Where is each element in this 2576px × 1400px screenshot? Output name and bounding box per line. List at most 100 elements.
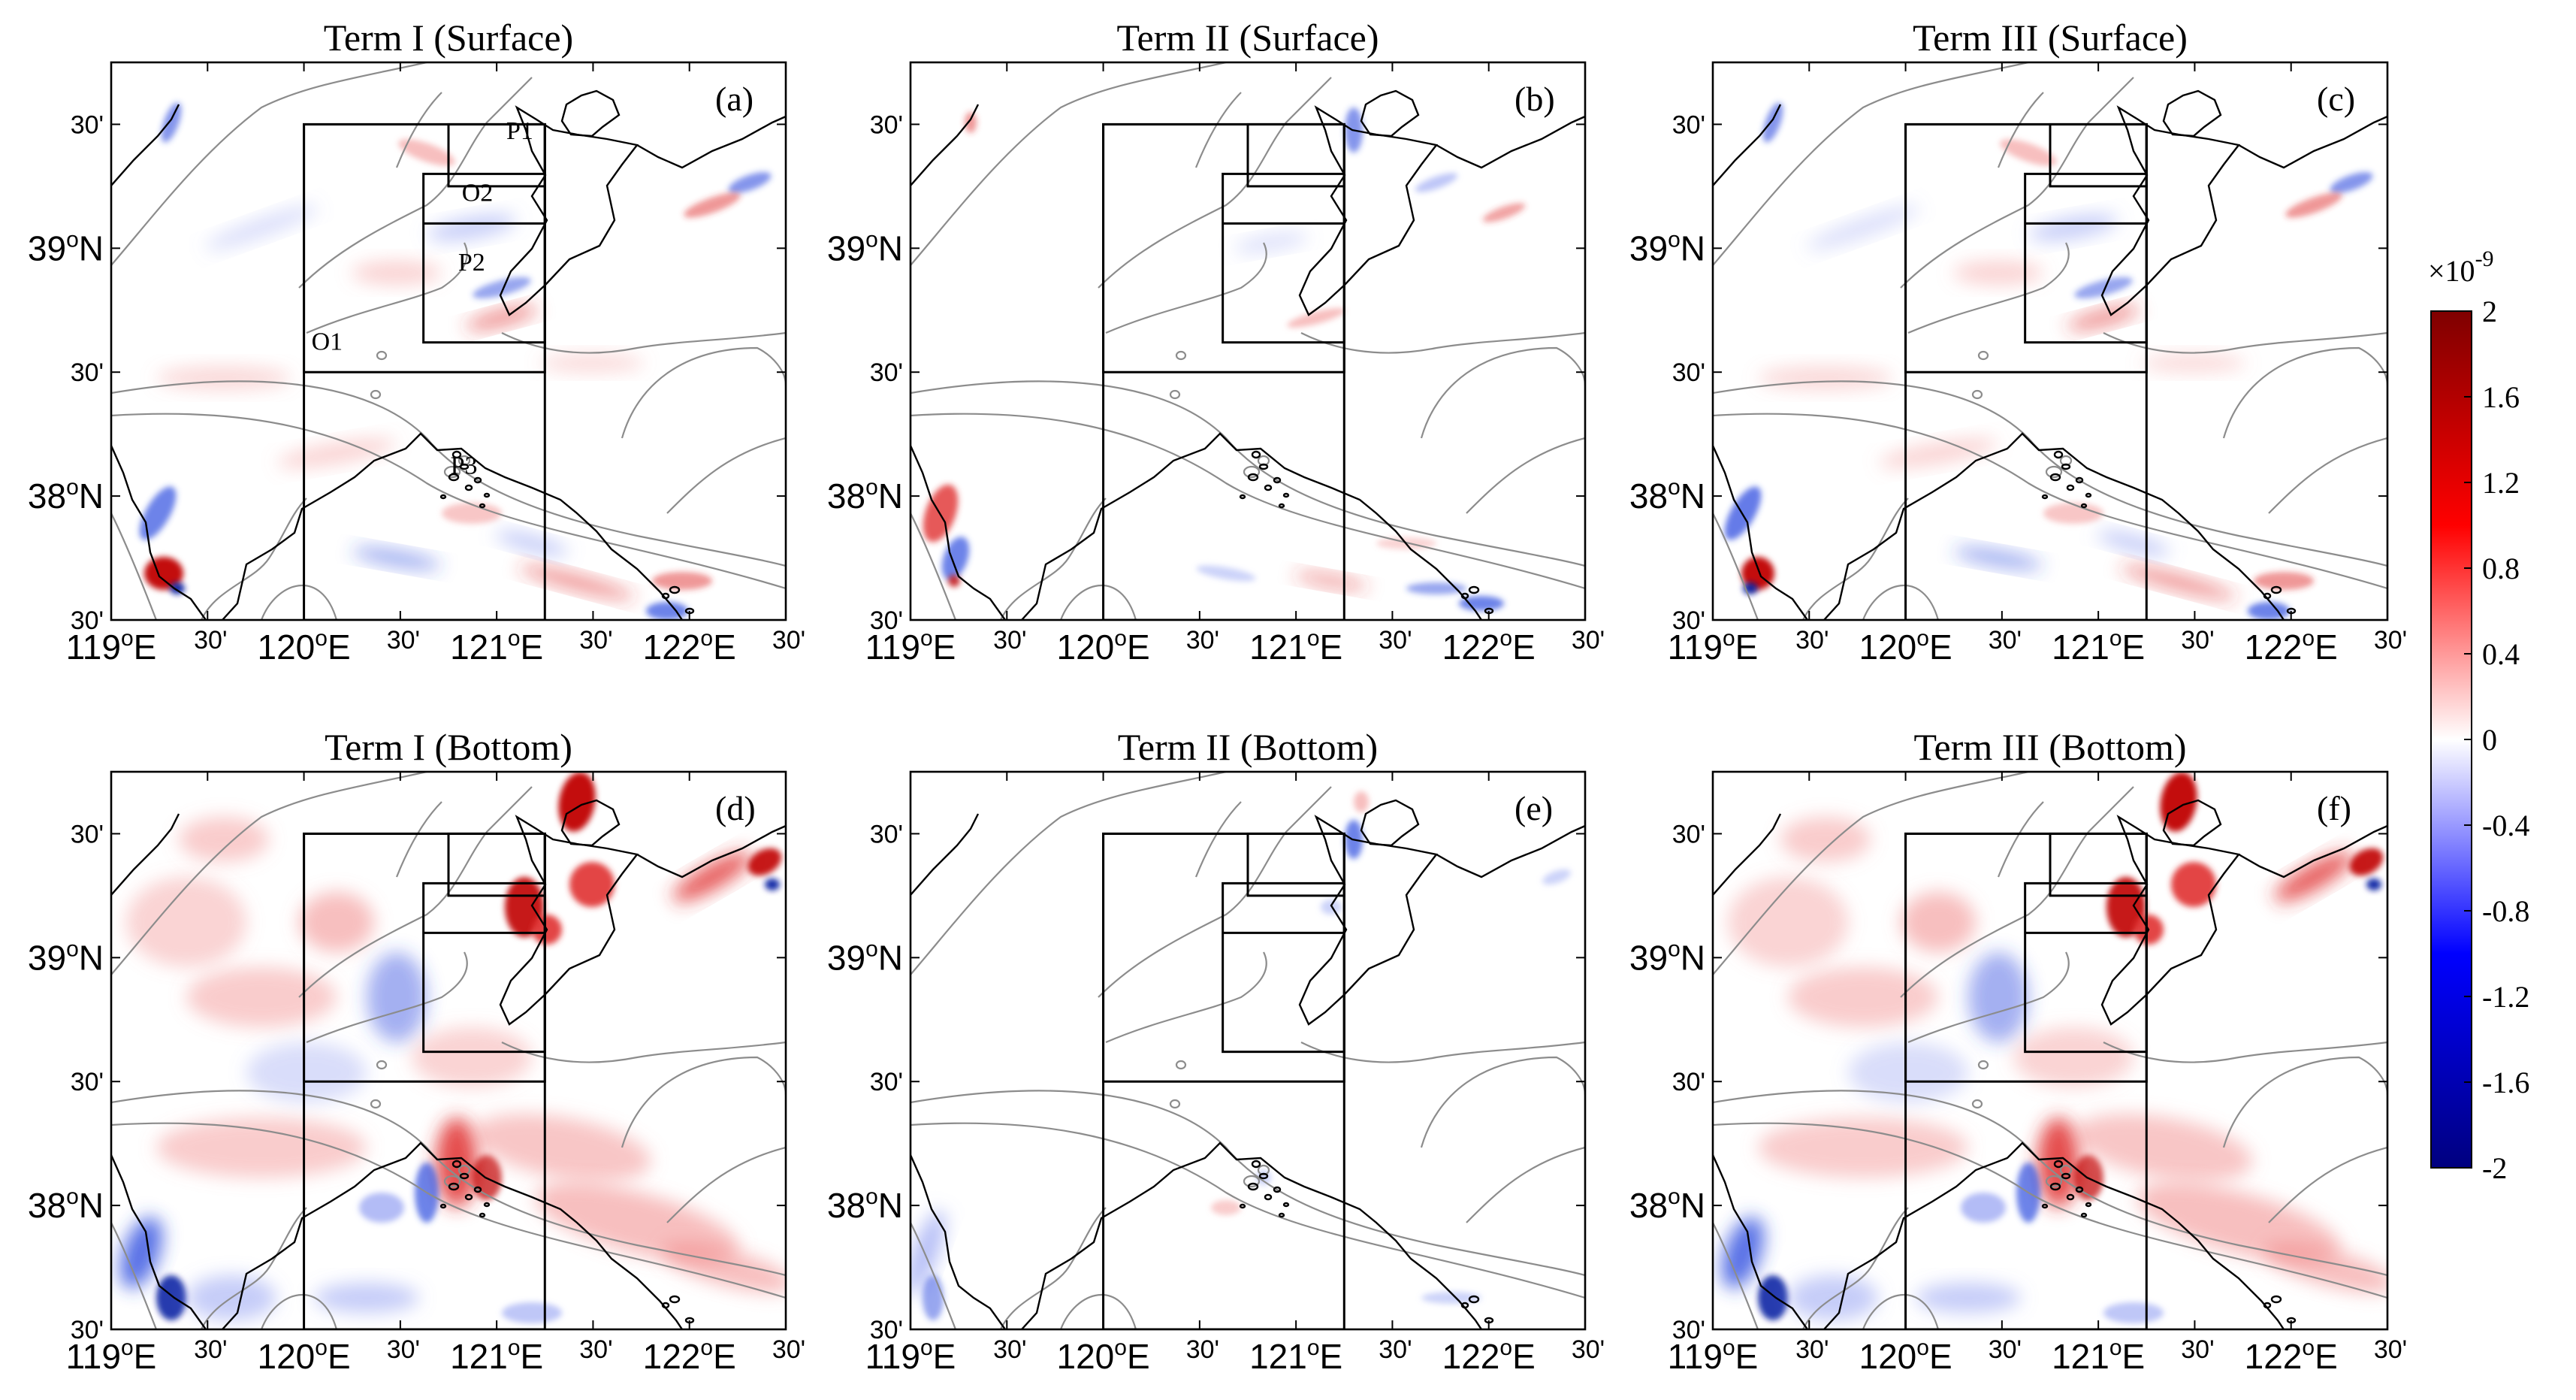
bathymetry-contours <box>1713 772 2387 1329</box>
anomaly-blob <box>473 277 531 299</box>
anomaly-field <box>119 772 786 1323</box>
colorbar-tick-label: 1.6 <box>2482 380 2520 414</box>
bathymetry-contour <box>2045 1175 2063 1188</box>
bathymetry-contours <box>111 772 786 1329</box>
anomaly-blob <box>1287 308 1345 328</box>
anomaly-blob <box>1780 817 1871 862</box>
x-tick-label: 122oE <box>643 1335 736 1376</box>
y-tick-label: 30' <box>1672 1316 1705 1344</box>
y-tick-label: 30' <box>1672 1068 1705 1096</box>
bathymetry-contour <box>1059 1294 1137 1329</box>
anomaly-blob <box>747 848 782 876</box>
anomaly-blob <box>2120 565 2237 600</box>
bathymetry-contour <box>1000 497 1107 620</box>
y-tick-label: 39oN <box>1629 227 1705 268</box>
bathymetry-contour <box>1175 350 1187 361</box>
anomaly-blob <box>1459 596 1504 611</box>
x-tick-label: 119oE <box>1668 1335 1759 1376</box>
y-tick-label: 30' <box>870 110 903 139</box>
colorbar-tick-label: -1.2 <box>2482 980 2529 1014</box>
bathymetry-contour <box>2268 1146 2387 1223</box>
bathymetry-contour <box>1713 380 2387 567</box>
anomaly-blob <box>1961 1193 2006 1223</box>
box-p1 <box>1246 832 1345 897</box>
anomaly-blob <box>427 214 517 241</box>
island <box>1468 585 1480 594</box>
anomaly-blob <box>246 1042 367 1102</box>
bathymetry-contour <box>911 772 1227 975</box>
island <box>1282 1202 1290 1208</box>
anomaly-blob <box>728 172 772 193</box>
anomaly-blob <box>352 261 442 285</box>
box-p2 <box>1222 881 1345 1054</box>
anomaly-blob <box>156 1275 186 1320</box>
coastline-segment <box>1360 799 1420 847</box>
anomaly-blob <box>156 366 291 390</box>
y-tick-label: 38oN <box>827 475 903 516</box>
anomaly-blob <box>558 772 596 832</box>
anomaly-blob <box>1968 952 2028 1042</box>
y-tick-label: 30' <box>870 606 903 635</box>
island <box>448 1182 460 1191</box>
x-tick-label: 30' <box>1186 1335 1219 1364</box>
island <box>1247 1182 1259 1191</box>
box-p2 <box>2024 172 2148 344</box>
bathymetry-contour <box>911 380 1585 567</box>
anomaly-blob <box>186 967 337 1027</box>
bathymetry-contour <box>911 1122 1585 1299</box>
island <box>1258 1172 1269 1180</box>
bathymetry-contour <box>376 350 388 361</box>
colorbar-tick-label: 0.4 <box>2482 637 2520 671</box>
coastline-segment <box>1713 1154 1808 1329</box>
bathymetry-contour <box>2103 331 2387 354</box>
box-p1 <box>2049 122 2148 188</box>
anomaly-blob <box>1762 102 1783 143</box>
bathymetry-contour <box>1977 1060 1989 1070</box>
bathymetry-contour <box>1713 772 2029 975</box>
bathymetry-contour <box>2268 437 2387 514</box>
anomaly-blob <box>277 438 396 468</box>
box-p2 <box>2024 881 2148 1054</box>
bathymetry-contour <box>1802 1207 1909 1329</box>
bathymetry-contour <box>1105 242 1267 334</box>
bathymetry-contour <box>201 497 307 620</box>
island <box>2263 592 2272 600</box>
region-label-o2: O2 <box>462 180 494 207</box>
anomaly-field <box>911 791 1571 1320</box>
anomaly-blob <box>144 557 183 590</box>
bathymetry-contour <box>621 346 786 439</box>
box-p1 <box>447 122 546 188</box>
island <box>2270 585 2282 594</box>
coastline-segment <box>1823 1141 2285 1329</box>
bathymetry-contour <box>1169 1099 1181 1109</box>
anomaly-blob <box>352 547 442 570</box>
y-tick-label: 38oN <box>1629 475 1705 516</box>
bathymetry-contour <box>111 1122 786 1299</box>
island <box>1264 484 1273 491</box>
coastline-segment <box>1021 1141 1482 1329</box>
anomaly-blob <box>156 1117 367 1178</box>
panel-frame <box>909 770 1587 1331</box>
bathymetry-contour <box>1466 1146 1585 1223</box>
x-tick-label: 30' <box>2374 1335 2407 1364</box>
anomaly-blob <box>442 503 502 524</box>
bathymetry-contour <box>1997 801 2044 878</box>
bathymetry-contour <box>1977 350 1989 361</box>
island <box>2049 473 2061 482</box>
colorbar: 2 1.6 1.2 0.8 0.4 0 -0.4 -0.8 -1.2 -1.6 -2 ×10-9 <box>2428 246 2529 1185</box>
anomaly-blob <box>1806 205 1920 250</box>
anomaly-blob <box>765 878 780 890</box>
anomaly-blob <box>1196 565 1256 582</box>
island <box>2075 1186 2084 1193</box>
anomaly-blob <box>2285 192 2342 218</box>
coastline-segment <box>2162 799 2222 847</box>
island <box>479 503 486 509</box>
island <box>669 1295 681 1304</box>
y-tick-label: 30' <box>1672 358 1705 387</box>
coastline-segment <box>1436 824 1585 878</box>
panel-tag: (a) <box>715 80 753 118</box>
bathymetry-contour <box>306 242 468 334</box>
island <box>661 592 670 600</box>
coastline-segment <box>1360 89 1420 138</box>
